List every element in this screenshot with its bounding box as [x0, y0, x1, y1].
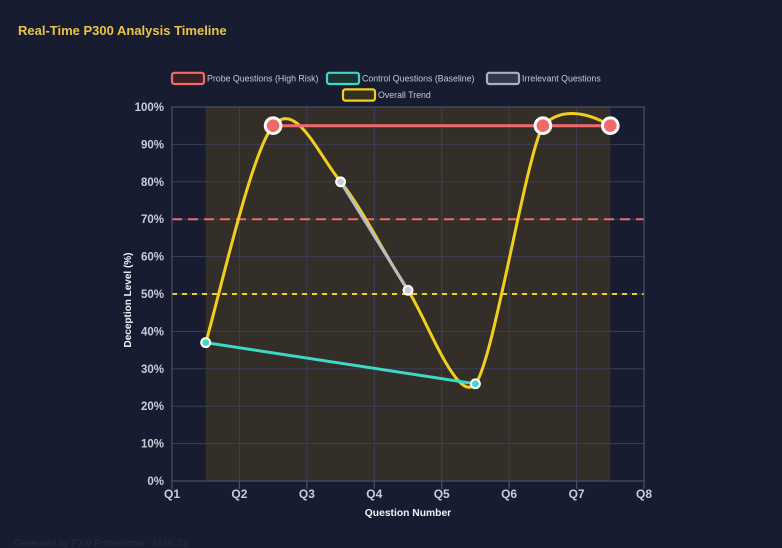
svg-text:Irrelevant Questions: Irrelevant Questions	[522, 74, 601, 84]
svg-text:Q1: Q1	[164, 487, 180, 501]
svg-text:Q2: Q2	[231, 487, 247, 501]
svg-text:0%: 0%	[147, 476, 164, 488]
svg-text:50%: 50%	[141, 289, 164, 301]
svg-text:Q6: Q6	[501, 487, 517, 501]
svg-text:Overall Trend: Overall Trend	[378, 90, 431, 100]
svg-text:100%: 100%	[135, 102, 164, 114]
svg-text:Probe Questions (High Risk): Probe Questions (High Risk)	[207, 74, 319, 84]
svg-text:80%: 80%	[141, 177, 164, 189]
svg-text:70%: 70%	[141, 214, 164, 226]
svg-text:90%: 90%	[141, 139, 164, 151]
svg-text:Q4: Q4	[366, 487, 382, 501]
svg-text:20%: 20%	[141, 401, 164, 413]
svg-text:60%: 60%	[141, 252, 164, 264]
svg-text:Q5: Q5	[434, 487, 450, 501]
svg-text:Control Questions (Baseline): Control Questions (Baseline)	[362, 74, 475, 84]
svg-text:10%: 10%	[141, 439, 164, 451]
svg-text:Q3: Q3	[299, 487, 315, 501]
svg-text:Deception Level (%): Deception Level (%)	[123, 252, 134, 347]
svg-text:Q8: Q8	[636, 487, 652, 501]
svg-text:30%: 30%	[141, 364, 164, 376]
svg-text:Question Number: Question Number	[365, 508, 451, 519]
svg-text:Q7: Q7	[569, 487, 585, 501]
svg-text:40%: 40%	[141, 326, 164, 338]
